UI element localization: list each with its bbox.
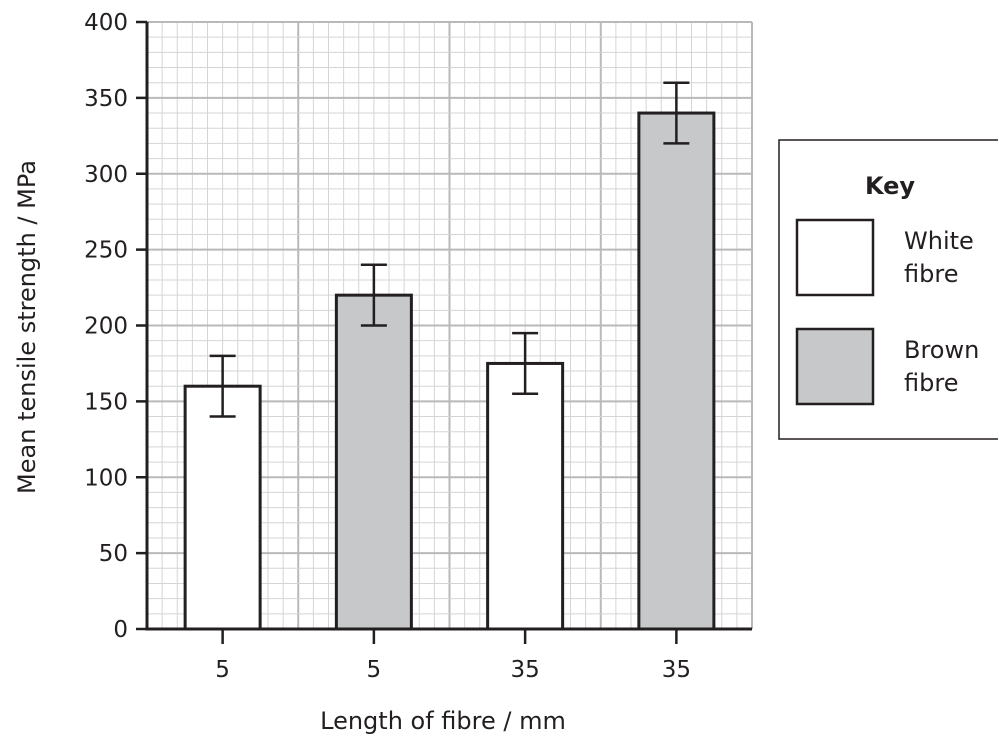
y-tick-label: 0 bbox=[113, 617, 128, 643]
x-tick-label: 35 bbox=[510, 657, 539, 683]
legend-swatch bbox=[795, 218, 875, 297]
bar bbox=[637, 111, 716, 631]
x-tick-labels: 5 5 35 35 bbox=[215, 657, 691, 683]
x-axis-title: Length of fibre / mm bbox=[320, 707, 566, 735]
legend: Key White fibre Brown fibre bbox=[778, 139, 998, 440]
legend-swatch bbox=[795, 327, 875, 406]
error-bar bbox=[360, 263, 387, 327]
axes bbox=[136, 20, 752, 644]
y-tick-labels: 0 50 100 150 200 250 300 350 400 bbox=[84, 10, 128, 643]
y-tick-label: 150 bbox=[84, 389, 128, 415]
legend-label: fibre bbox=[904, 260, 958, 288]
x-tick-label: 35 bbox=[662, 657, 691, 683]
error-bar bbox=[512, 331, 539, 396]
y-tick-label: 50 bbox=[99, 541, 128, 567]
legend-label: Brown bbox=[904, 336, 979, 364]
bar bbox=[334, 293, 413, 631]
x-tick-label: 5 bbox=[215, 657, 230, 683]
bar bbox=[486, 361, 565, 631]
legend-title: Key bbox=[865, 172, 915, 200]
x-tick-label: 5 bbox=[367, 657, 382, 683]
y-tick-label: 300 bbox=[84, 162, 128, 188]
legend-label: White bbox=[904, 227, 974, 255]
legend-box bbox=[778, 139, 998, 440]
y-axis-title: Mean tensile strength / MPa bbox=[13, 160, 41, 494]
error-bar bbox=[209, 354, 236, 418]
y-tick-label: 100 bbox=[84, 465, 128, 491]
y-tick-label: 250 bbox=[84, 238, 128, 264]
y-tick-label: 350 bbox=[84, 86, 128, 112]
error-bars bbox=[209, 81, 690, 418]
bars bbox=[183, 111, 716, 631]
error-bar bbox=[663, 81, 690, 145]
legend-label: fibre bbox=[904, 369, 958, 397]
bar bbox=[183, 384, 262, 631]
y-tick-label: 400 bbox=[84, 10, 128, 36]
y-tick-label: 200 bbox=[84, 314, 128, 340]
